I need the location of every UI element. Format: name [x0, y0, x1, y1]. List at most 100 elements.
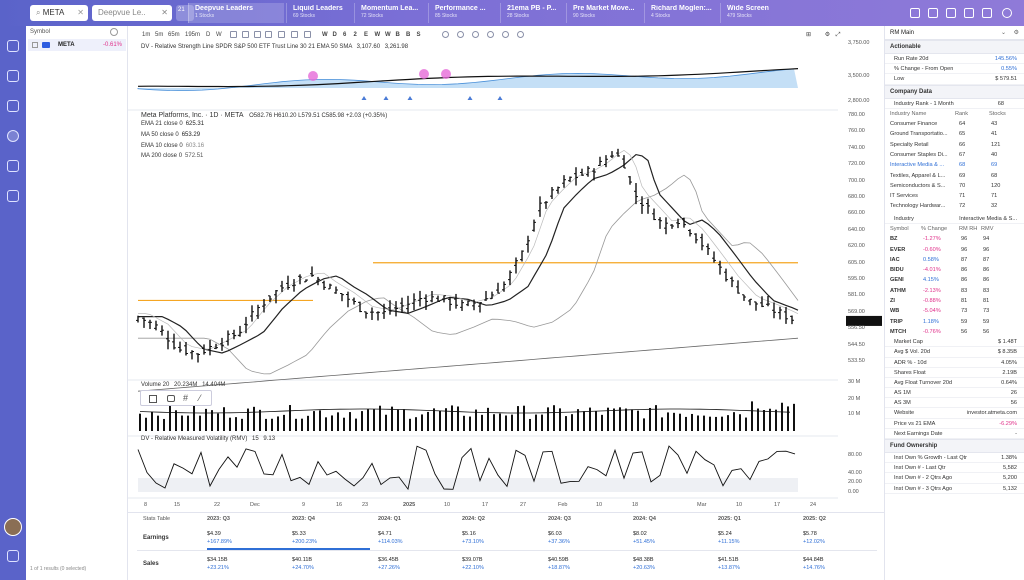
chevron-down-icon[interactable]: ⌄ — [1000, 30, 1006, 36]
table-row[interactable]: Semiconductors & S... 70 120 — [885, 181, 1024, 191]
letter-toggle[interactable]: W — [374, 32, 381, 38]
table-row[interactable]: IAC 0.58% 87 87 — [885, 255, 1024, 265]
table-row[interactable]: GENI 4.15% 86 86 — [885, 275, 1024, 285]
symbol-search-input[interactable]: ⌕ META ✕ — [30, 5, 88, 21]
table-row[interactable]: WB -5.04% 73 73 — [885, 306, 1024, 316]
nav-tab[interactable]: Performance ... 85 Stocks — [428, 3, 498, 23]
rectangle-tool-icon[interactable] — [149, 395, 157, 403]
panel-settings-icon[interactable]: ⚙ — [1013, 30, 1019, 36]
filter-button[interactable]: 21 — [176, 5, 194, 21]
letter-toggle[interactable]: 2 — [353, 32, 357, 38]
table-row[interactable]: Consumer Finance 64 43 — [885, 119, 1024, 129]
volume-bar — [193, 405, 195, 431]
nav-tab[interactable]: Momentum Lea... 72 Stocks — [354, 3, 426, 23]
alerts-icon[interactable] — [7, 190, 19, 202]
letter-toggle[interactable]: W — [385, 32, 391, 38]
volume-bar — [415, 417, 417, 431]
table-row[interactable]: ATHM -2.13% 83 83 — [885, 286, 1024, 296]
letter-toggle[interactable]: B — [395, 32, 400, 38]
indicators-icon[interactable] — [230, 31, 237, 38]
letter-toggle[interactable]: E — [364, 32, 369, 38]
alert-icon[interactable] — [946, 8, 956, 18]
user-icon[interactable] — [1002, 8, 1012, 18]
timeframe-button[interactable]: W — [216, 32, 222, 38]
fund-ownership-section[interactable]: Fund Ownership — [885, 439, 1024, 454]
table-row[interactable]: IT Services 71 71 — [885, 191, 1024, 201]
layers-icon[interactable] — [472, 31, 479, 38]
volume-bar — [313, 411, 315, 431]
nav-tab[interactable]: Pre Market Move... 90 Stocks — [566, 3, 642, 23]
chart-icon[interactable] — [7, 70, 19, 82]
letter-toggle[interactable]: B — [406, 32, 411, 38]
row-checkbox[interactable] — [32, 42, 38, 48]
rs-new-high-marker[interactable] — [308, 71, 318, 81]
watchlist-select[interactable]: Deepvue Le.. ✕ — [92, 5, 172, 21]
table-row[interactable]: MTCH -0.76% 56 56 — [885, 327, 1024, 337]
table-row[interactable]: Specialty Retail 66 121 — [885, 140, 1024, 150]
bar-type-icon[interactable] — [254, 31, 261, 38]
download-icon[interactable] — [964, 8, 974, 18]
letter-toggle[interactable]: W — [322, 32, 328, 38]
chart-svg[interactable] — [128, 26, 884, 510]
timeframe-button[interactable]: 65m — [168, 32, 180, 38]
table-row[interactable]: Consumer Staples Di... 67 40 — [885, 150, 1024, 160]
nav-tab[interactable]: Richard Moglen:... 4 Stocks — [644, 3, 718, 23]
watchlist-settings-icon[interactable] — [110, 28, 118, 36]
price-axis-label: 533.50 — [848, 358, 865, 364]
rs-new-high-marker[interactable] — [441, 69, 451, 79]
timeframe-button[interactable]: 1m — [142, 32, 151, 38]
clock-icon[interactable] — [487, 31, 494, 38]
industry-select-row[interactable]: Industry Interactive Media & S... — [885, 214, 1024, 224]
nav-tab[interactable]: Liquid Leaders 69 Stocks — [286, 3, 352, 23]
share-icon[interactable] — [910, 8, 920, 18]
star-icon[interactable] — [7, 160, 19, 172]
trend-icon[interactable] — [265, 31, 272, 38]
candles-icon[interactable] — [278, 31, 285, 38]
list-item[interactable]: META -0.61% — [28, 39, 126, 51]
screener-icon[interactable] — [7, 100, 19, 112]
expand-icon[interactable] — [7, 550, 19, 562]
rs-new-high-marker[interactable] — [419, 69, 429, 79]
table-row[interactable]: ZI -0.88% 81 81 — [885, 296, 1024, 306]
compare-icon[interactable] — [242, 31, 249, 38]
table-row[interactable]: Ground Transportatio... 65 41 — [885, 129, 1024, 139]
hlc-icon[interactable] — [291, 31, 298, 38]
chart-layout-label[interactable]: ⊞ ⚙ ⤢ — [806, 32, 841, 38]
undo-icon[interactable] — [502, 31, 509, 38]
fib-tool-icon[interactable]: # — [183, 393, 189, 403]
collapse-icon[interactable] — [7, 40, 19, 52]
line-tool-icon[interactable]: ⁄ — [199, 393, 201, 403]
table-row[interactable]: Interactive Media & ... 68 69 — [885, 160, 1024, 170]
actionable-section[interactable]: Actionable — [885, 40, 1024, 54]
timeframe-button[interactable]: 5m — [155, 32, 164, 38]
edit-icon[interactable] — [442, 31, 449, 38]
volume-bar — [745, 417, 747, 431]
settings-icon[interactable] — [982, 8, 992, 18]
table-row[interactable]: BZ -1.27% 96 94 — [885, 234, 1024, 244]
comment-tool-icon[interactable] — [167, 395, 175, 402]
table-row[interactable]: TRIP 1.18% 59 59 — [885, 317, 1024, 327]
link-icon[interactable] — [457, 31, 464, 38]
letter-toggle[interactable]: S — [416, 32, 421, 38]
sales-value: $40.59B — [548, 557, 569, 563]
table-row[interactable]: Textiles, Apparel & L... 69 68 — [885, 171, 1024, 181]
peer-symbol: GENI — [890, 277, 904, 284]
radar-icon[interactable] — [7, 130, 19, 142]
company-data-section[interactable]: Company Data — [885, 84, 1024, 99]
table-row[interactable]: EVER -0.60% 96 96 — [885, 245, 1024, 255]
timeframe-button[interactable]: D — [206, 32, 211, 38]
avatar[interactable] — [4, 518, 22, 536]
drawing-toolbar[interactable]: # ⁄ — [140, 390, 212, 406]
x-icon[interactable] — [928, 8, 938, 18]
table-row[interactable]: BIDU -4.01% 86 86 — [885, 265, 1024, 275]
timeframe-button[interactable]: 195m — [185, 32, 201, 38]
layout-selector[interactable]: RM Main ⌄ ⚙ — [885, 26, 1024, 40]
area-icon[interactable] — [304, 31, 311, 38]
nav-tab[interactable]: 21ema PB - P... 28 Stocks — [500, 3, 564, 23]
letter-toggle[interactable]: D — [332, 32, 337, 38]
table-row[interactable]: Technology Hardwar... 72 32 — [885, 201, 1024, 211]
nav-tab[interactable]: Deepvue Leaders 1 Stocks — [188, 3, 284, 23]
redo-icon[interactable] — [517, 31, 524, 38]
letter-toggle[interactable]: 6 — [343, 32, 347, 38]
nav-tab[interactable]: Wide Screen 479 Stocks — [720, 3, 790, 23]
